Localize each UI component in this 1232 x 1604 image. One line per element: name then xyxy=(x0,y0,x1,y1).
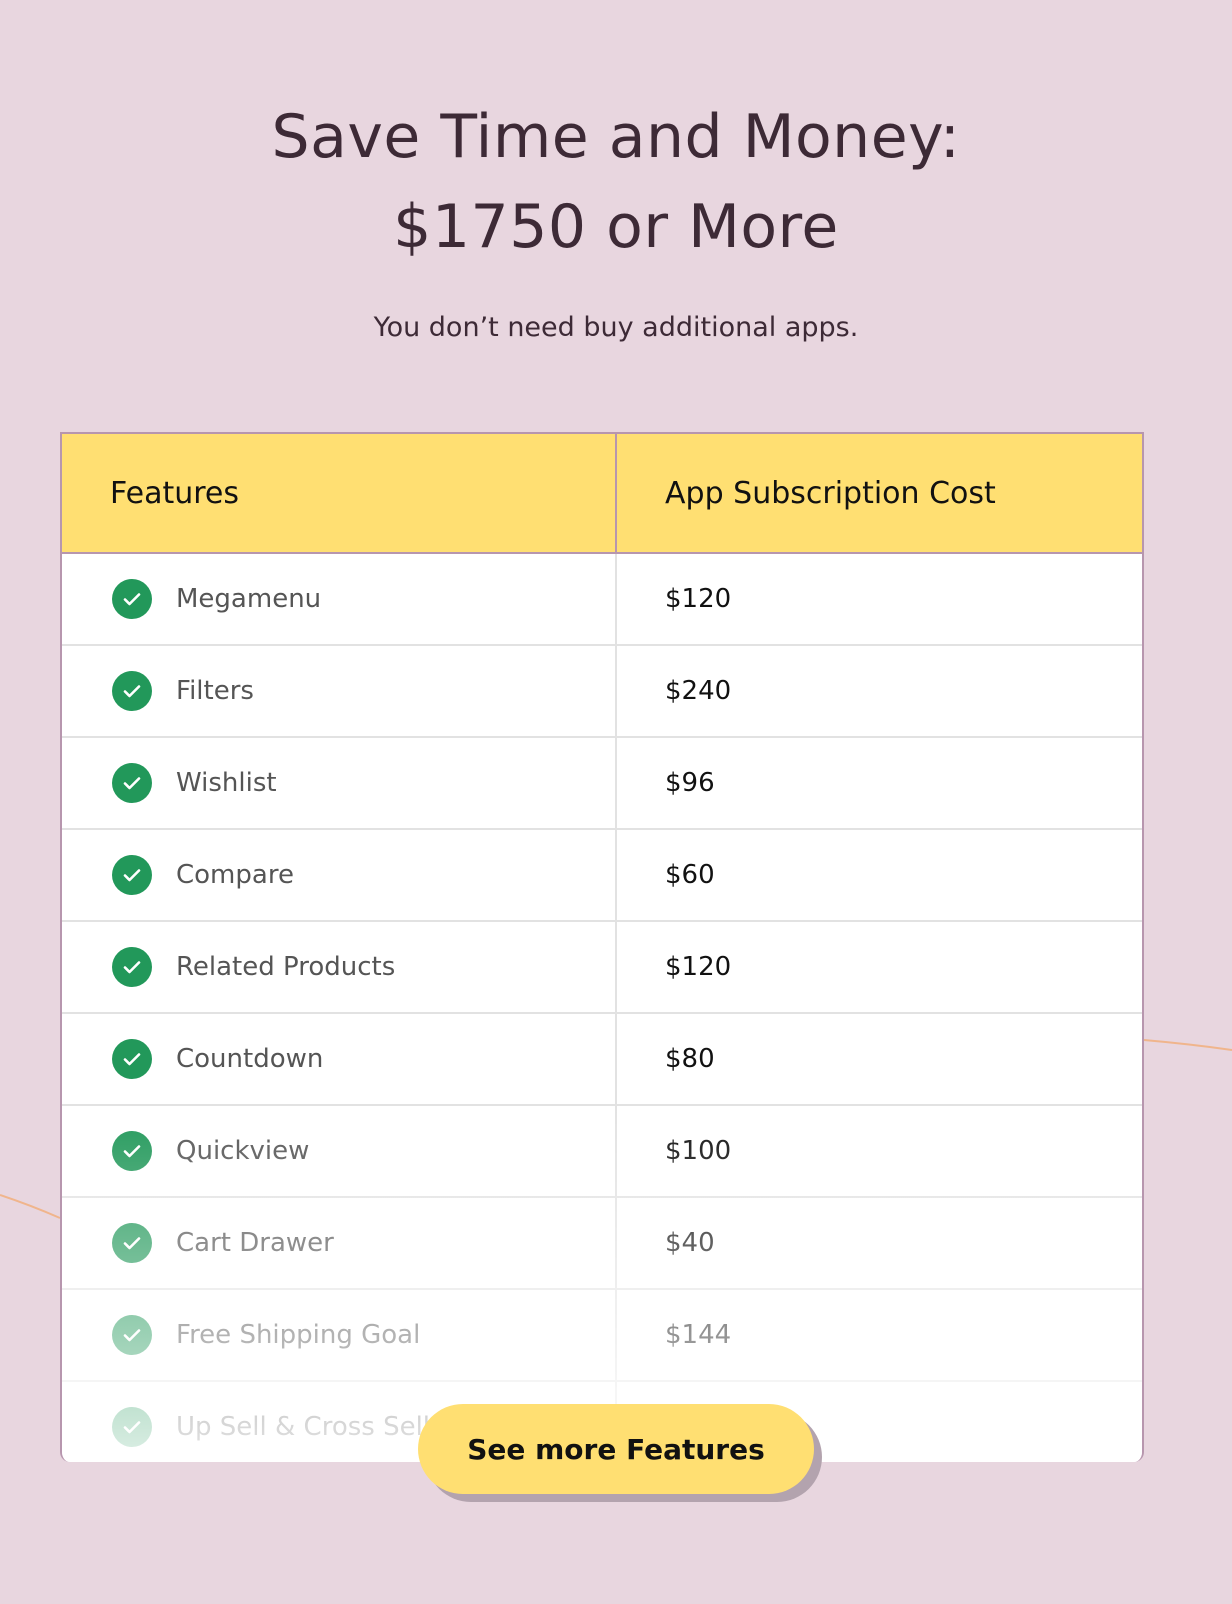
feature-name: Up Sell & Cross Sell xyxy=(176,1412,431,1442)
check-circle-icon xyxy=(112,855,152,895)
check-circle-icon xyxy=(112,947,152,987)
feature-cell: Countdown xyxy=(62,1014,617,1104)
header-features: Features xyxy=(62,434,617,552)
cost-cell: $144 xyxy=(665,1320,732,1350)
check-circle-icon xyxy=(112,1407,152,1447)
feature-cell: Quickview xyxy=(62,1106,617,1196)
table-header: Features App Subscription Cost xyxy=(62,434,1142,554)
feature-cell: Wishlist xyxy=(62,738,617,828)
check-circle-icon xyxy=(112,579,152,619)
feature-cell: Compare xyxy=(62,830,617,920)
check-circle-icon xyxy=(112,1039,152,1079)
feature-name: Filters xyxy=(176,676,254,706)
feature-cell: Free Shipping Goal xyxy=(62,1290,617,1380)
comparison-table: Features App Subscription Cost Megamenu $… xyxy=(60,432,1144,1462)
see-more-features-button[interactable]: See more Features xyxy=(418,1404,814,1494)
page-title: Save Time and Money: $1750 or More xyxy=(271,102,961,262)
table-row: Megamenu $120 xyxy=(62,554,1142,646)
feature-cell: Related Products xyxy=(62,922,617,1012)
cost-cell: $120 xyxy=(665,952,732,982)
feature-name: Compare xyxy=(176,860,294,890)
feature-name: Megamenu xyxy=(176,584,322,614)
page-subtitle: You don’t need buy additional apps. xyxy=(373,312,859,343)
feature-name: Quickview xyxy=(176,1136,310,1166)
feature-name: Free Shipping Goal xyxy=(176,1320,421,1350)
table-row: Filters $240 xyxy=(62,646,1142,738)
table-row: Related Products $120 xyxy=(62,922,1142,1014)
check-circle-icon xyxy=(112,763,152,803)
table-row: Compare $60 xyxy=(62,830,1142,922)
header-cost: App Subscription Cost xyxy=(665,475,996,511)
cost-cell: $80 xyxy=(665,1044,715,1074)
table-row: Free Shipping Goal $144 xyxy=(62,1290,1142,1382)
table-row: Quickview $100 xyxy=(62,1106,1142,1198)
feature-name: Cart Drawer xyxy=(176,1228,334,1258)
cost-cell: $120 xyxy=(665,584,732,614)
check-circle-icon xyxy=(112,671,152,711)
table-row: Wishlist $96 xyxy=(62,738,1142,830)
feature-name: Countdown xyxy=(176,1044,324,1074)
check-circle-icon xyxy=(112,1315,152,1355)
cost-cell: $40 xyxy=(665,1228,715,1258)
feature-cell: Megamenu xyxy=(62,554,617,644)
check-circle-icon xyxy=(112,1131,152,1171)
cost-cell: $96 xyxy=(665,768,715,798)
feature-name: Wishlist xyxy=(176,768,277,798)
table-row: Countdown $80 xyxy=(62,1014,1142,1106)
table-row: Cart Drawer $40 xyxy=(62,1198,1142,1290)
feature-cell: Cart Drawer xyxy=(62,1198,617,1288)
check-circle-icon xyxy=(112,1223,152,1263)
cost-cell: $100 xyxy=(665,1136,732,1166)
feature-cell: Filters xyxy=(62,646,617,736)
feature-name: Related Products xyxy=(176,952,396,982)
cost-cell: $60 xyxy=(665,860,715,890)
cost-cell: $240 xyxy=(665,676,732,706)
